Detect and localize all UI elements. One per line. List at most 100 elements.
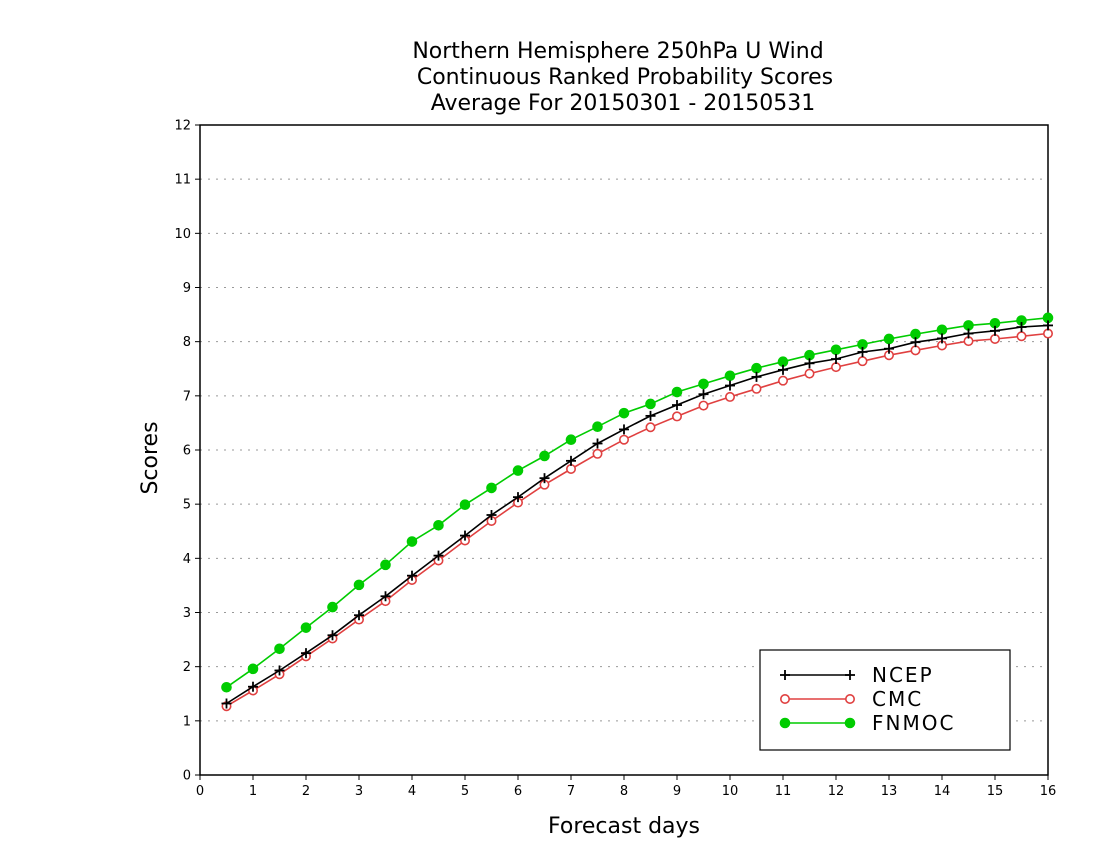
x-tick-label-14: 14 xyxy=(934,784,951,799)
legend-marker-end-cmc xyxy=(844,693,855,704)
y-tick-label-4: 4 xyxy=(183,552,191,567)
point-cmc-19 xyxy=(724,391,735,402)
legend-marker-end-ncep xyxy=(845,670,855,680)
chart-title-line-3: Average For 20150301 - 20150531 xyxy=(431,91,816,116)
x-tick-label-9: 9 xyxy=(673,784,681,799)
legend-marker-start-cmc xyxy=(779,693,790,704)
point-fnmoc-13 xyxy=(565,434,577,446)
point-cmc-31 xyxy=(1043,328,1054,339)
x-tick-label-12: 12 xyxy=(828,784,845,799)
point-ncep-13 xyxy=(566,455,576,466)
x-tick-label-8: 8 xyxy=(620,784,628,799)
point-ncep-24 xyxy=(857,346,868,357)
point-ncep-28 xyxy=(963,328,974,339)
point-cmc-18 xyxy=(698,400,709,411)
point-fnmoc-25 xyxy=(883,333,895,345)
plot-frame xyxy=(199,124,1049,776)
point-cmc-16 xyxy=(645,422,656,433)
point-fnmoc-23 xyxy=(830,344,842,356)
point-fnmoc-7 xyxy=(406,536,418,547)
point-fnmoc-9 xyxy=(459,499,471,511)
x-tick-label-11: 11 xyxy=(775,784,792,799)
point-fnmoc-4 xyxy=(327,601,338,613)
point-ncep-5 xyxy=(354,610,364,621)
point-ncep-29 xyxy=(990,325,1000,336)
point-fnmoc-8 xyxy=(433,519,444,531)
y-tick-label-7: 7 xyxy=(183,389,191,404)
point-ncep-3 xyxy=(301,648,311,659)
point-fnmoc-0 xyxy=(221,681,232,693)
x-tick-label-6: 6 xyxy=(514,784,522,799)
point-ncep-16 xyxy=(645,410,656,421)
point-fnmoc-3 xyxy=(300,622,312,633)
point-ncep-7 xyxy=(407,570,417,581)
point-cmc-22 xyxy=(804,368,815,379)
point-ncep-26 xyxy=(910,337,921,348)
series-line-fnmoc xyxy=(226,317,1049,688)
legend-marker-start-ncep xyxy=(780,670,790,680)
point-cmc-24 xyxy=(857,356,868,367)
y-tick-label-9: 9 xyxy=(183,281,191,296)
point-ncep-17 xyxy=(672,400,682,411)
point-ncep-11 xyxy=(513,492,523,503)
point-fnmoc-27 xyxy=(936,324,948,336)
point-cmc-14 xyxy=(592,448,603,459)
point-fnmoc-17 xyxy=(671,386,683,398)
point-cmc-23 xyxy=(830,362,841,373)
point-ncep-31 xyxy=(1043,320,1053,331)
y-tick-label-12: 12 xyxy=(174,119,191,134)
point-fnmoc-14 xyxy=(592,421,603,433)
point-fnmoc-12 xyxy=(539,450,550,462)
series-line-ncep xyxy=(226,324,1049,705)
point-ncep-15 xyxy=(619,424,629,435)
series-ncep xyxy=(221,320,1053,709)
legend-label-cmc: CMC xyxy=(872,687,923,711)
point-cmc-13 xyxy=(565,463,576,474)
point-ncep-14 xyxy=(592,438,603,449)
y-tick-label-2: 2 xyxy=(183,660,191,675)
point-cmc-20 xyxy=(751,383,762,394)
point-fnmoc-6 xyxy=(380,559,391,571)
point-ncep-8 xyxy=(433,550,444,561)
point-fnmoc-19 xyxy=(724,370,736,382)
point-ncep-6 xyxy=(380,591,391,602)
point-fnmoc-18 xyxy=(698,378,709,390)
point-ncep-18 xyxy=(698,389,709,400)
point-cmc-30 xyxy=(1016,331,1027,342)
x-tick-label-5: 5 xyxy=(461,784,469,799)
point-ncep-1 xyxy=(248,681,258,692)
point-fnmoc-16 xyxy=(645,398,656,410)
legend-label-ncep: NCEP xyxy=(872,663,934,687)
y-tick-label-11: 11 xyxy=(174,173,191,188)
point-fnmoc-5 xyxy=(353,579,365,591)
point-fnmoc-15 xyxy=(618,407,630,419)
point-fnmoc-11 xyxy=(512,465,524,476)
x-tick-label-4: 4 xyxy=(408,784,416,799)
x-tick-label-2: 2 xyxy=(302,784,310,799)
x-tick-label-13: 13 xyxy=(881,784,898,799)
chart-title-line-1: Northern Hemisphere 250hPa U Wind xyxy=(412,39,823,64)
point-ncep-21 xyxy=(778,364,788,375)
point-ncep-20 xyxy=(751,371,762,382)
point-cmc-17 xyxy=(671,411,682,422)
chart-title-line-2: Continuous Ranked Probability Scores xyxy=(417,65,833,90)
point-fnmoc-10 xyxy=(486,482,497,494)
x-axis-label: Forecast days xyxy=(548,814,700,839)
y-tick-label-10: 10 xyxy=(174,227,191,242)
point-cmc-21 xyxy=(777,375,788,386)
chart-title: Northern Hemisphere 250hPa U Wind Contin… xyxy=(412,39,833,116)
y-tick-label-5: 5 xyxy=(183,498,191,513)
legend-marker-start-fnmoc xyxy=(779,717,791,729)
x-tick-label-10: 10 xyxy=(722,784,739,799)
y-tick-label-3: 3 xyxy=(183,606,191,621)
point-ncep-10 xyxy=(486,510,497,520)
point-ncep-2 xyxy=(274,665,285,676)
x-tick-label-16: 16 xyxy=(1040,784,1057,799)
x-tick-label-1: 1 xyxy=(249,784,257,799)
point-cmc-29 xyxy=(989,333,1000,344)
legend-marker-end-fnmoc xyxy=(844,717,856,729)
point-fnmoc-1 xyxy=(247,663,259,675)
point-ncep-30 xyxy=(1016,322,1027,333)
